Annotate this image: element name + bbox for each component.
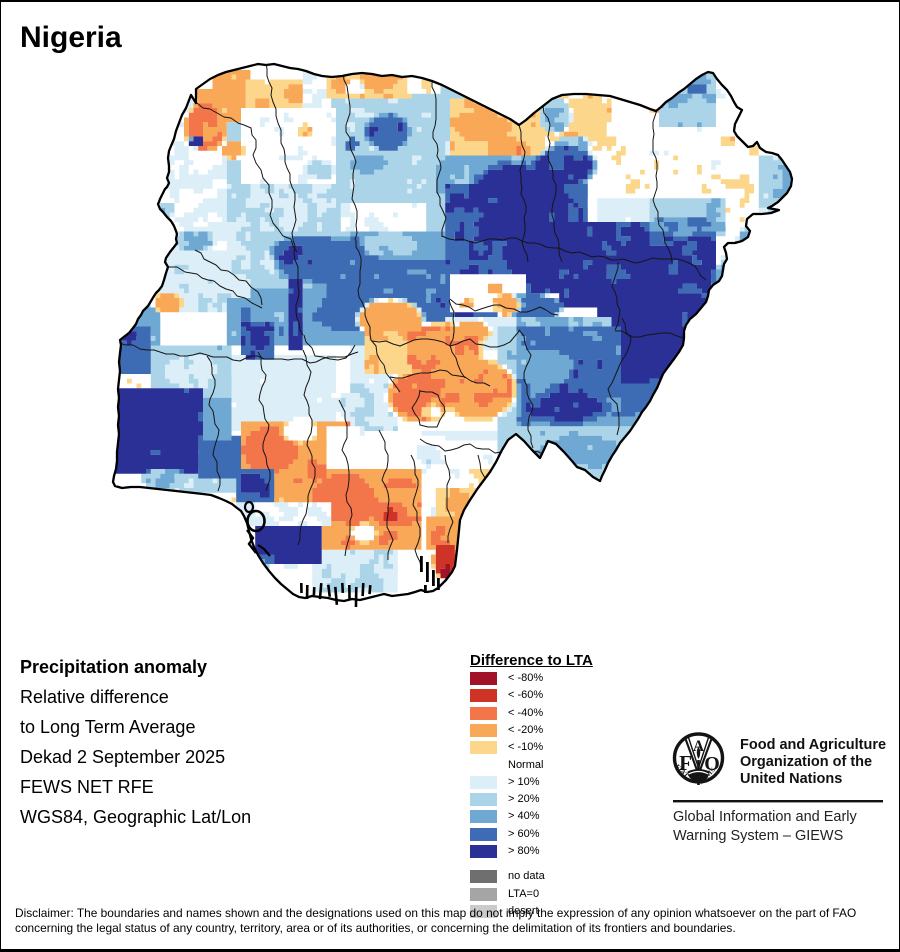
svg-text:United Nations: United Nations — [740, 771, 842, 787]
svg-text:F: F — [679, 751, 692, 775]
svg-text:Food and Agriculture: Food and Agriculture — [740, 737, 886, 753]
svg-text:O: O — [704, 753, 720, 775]
svg-text:A: A — [693, 738, 705, 755]
svg-text:Global Information and Early: Global Information and Early — [673, 809, 858, 825]
svg-text:Organization of the: Organization of the — [740, 754, 872, 770]
svg-text:Warning System – GIEWS: Warning System – GIEWS — [673, 828, 843, 844]
